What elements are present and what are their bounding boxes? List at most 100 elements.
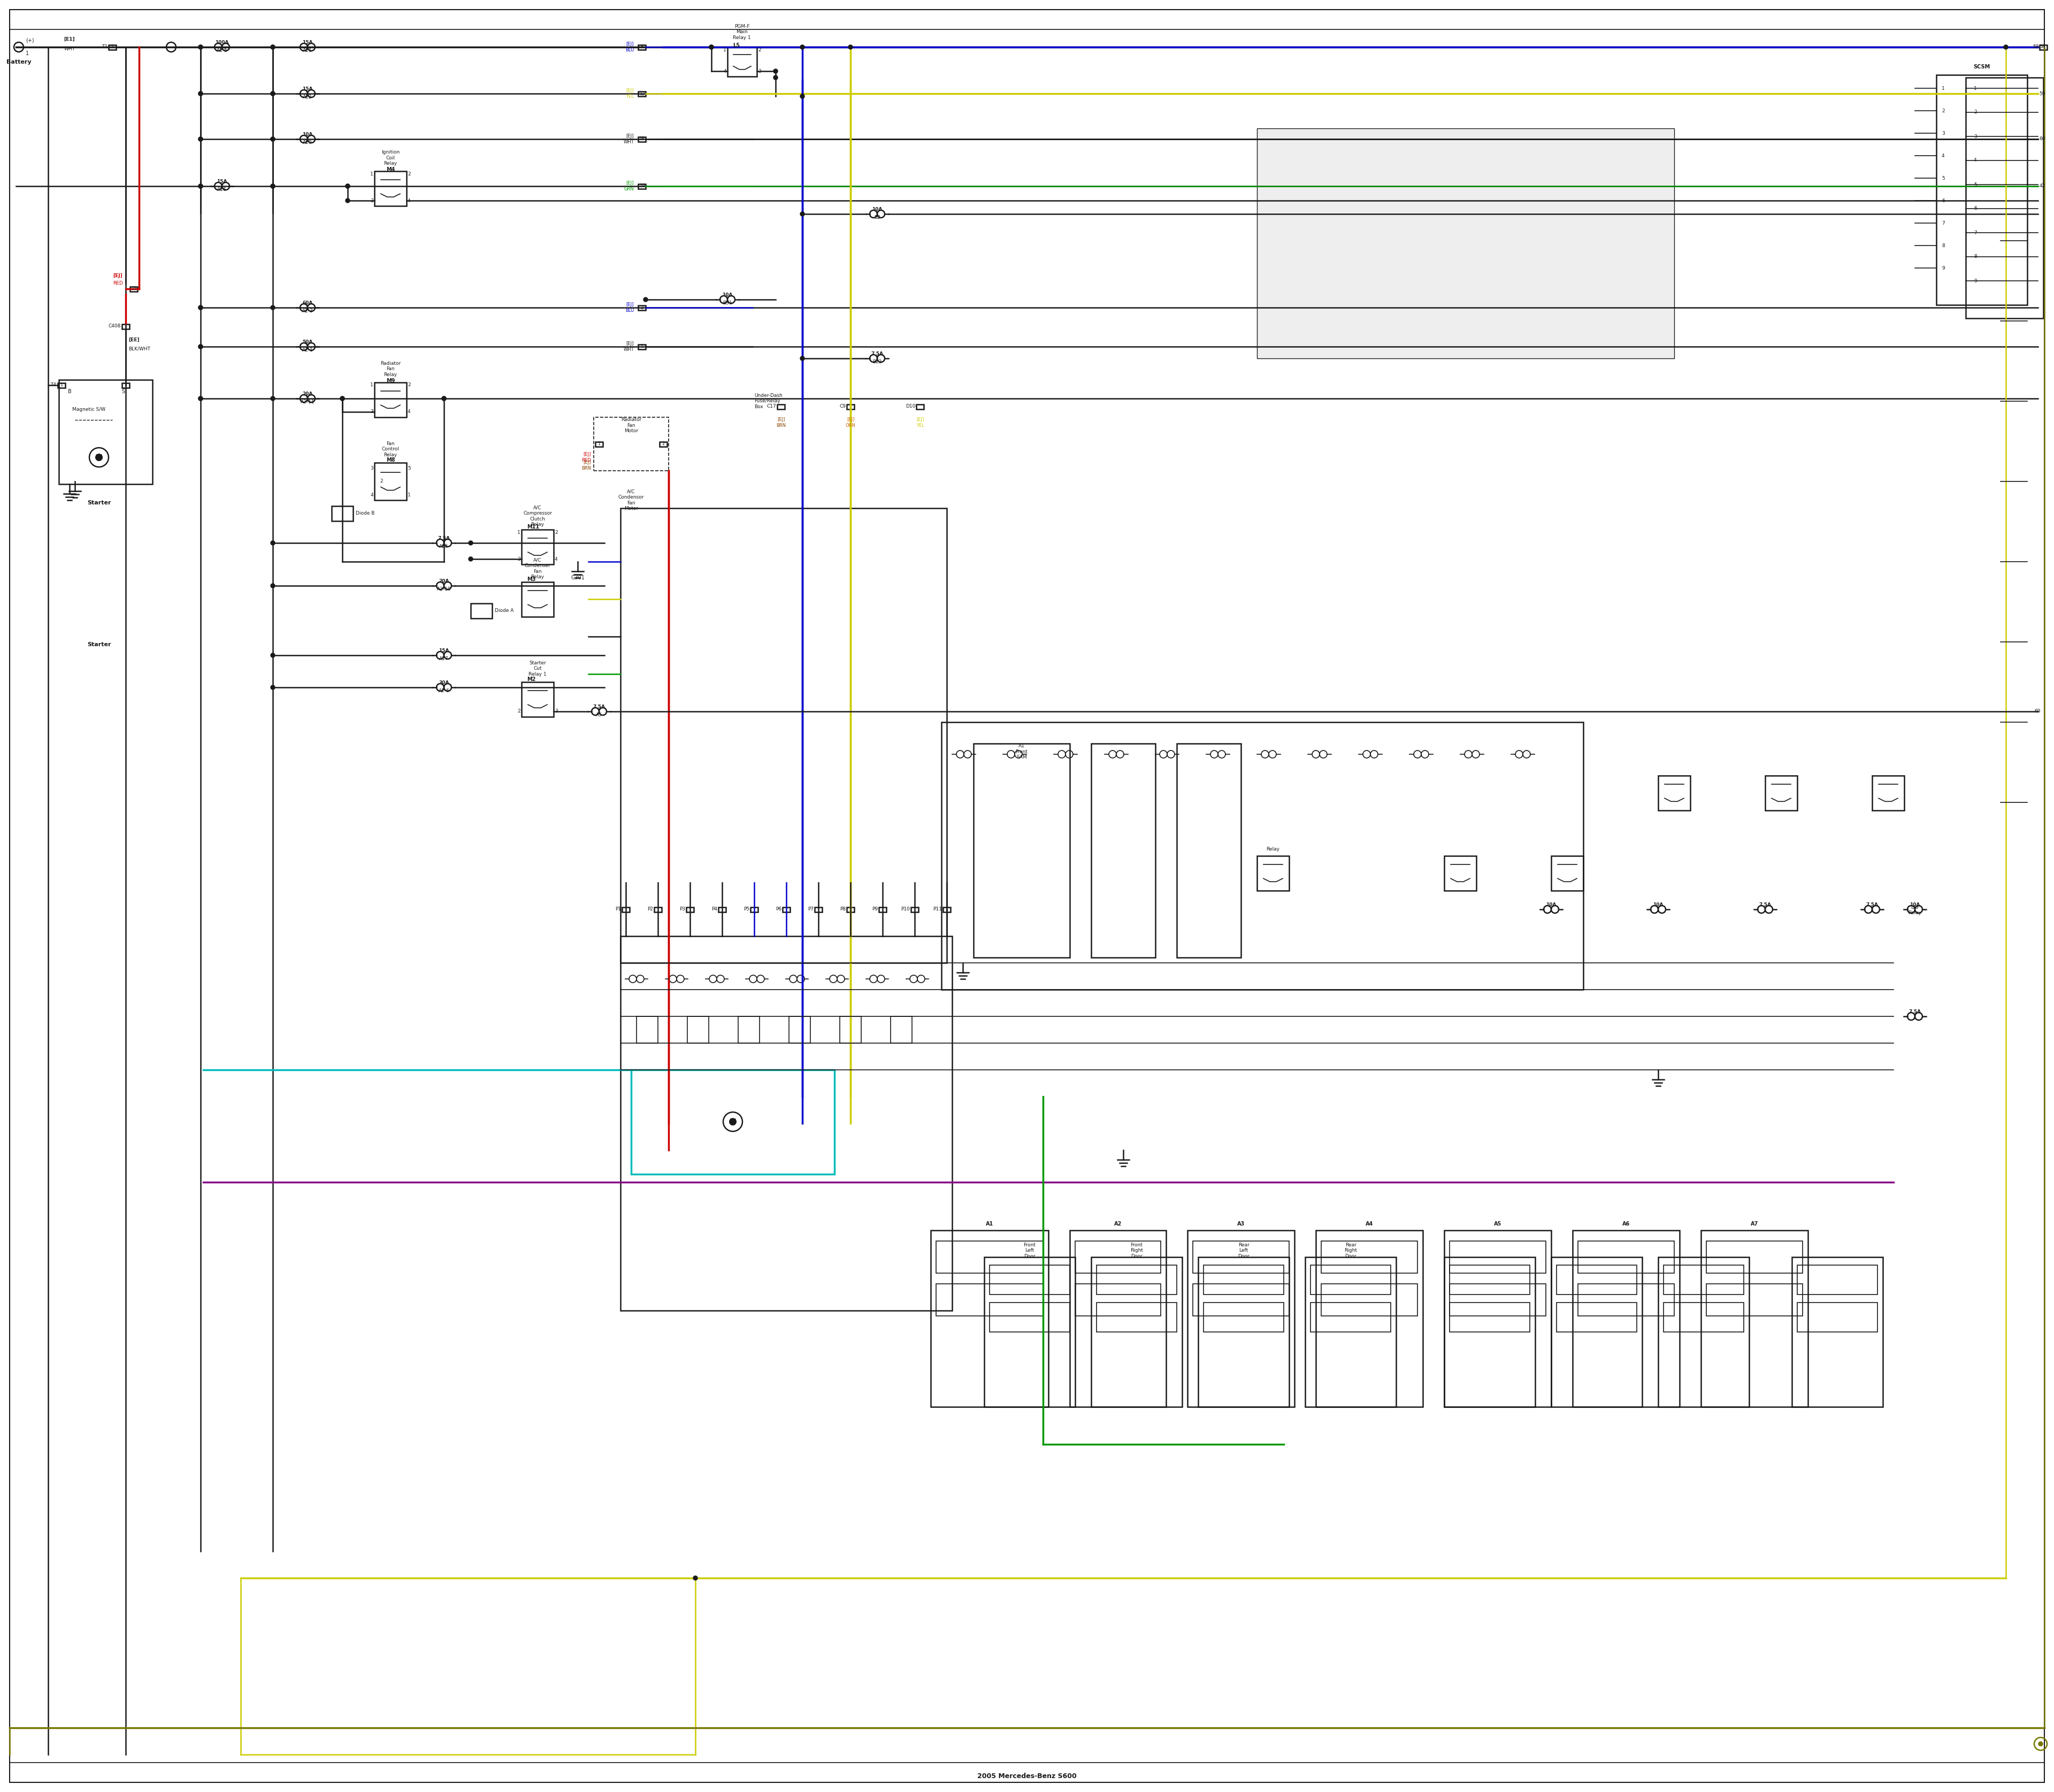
Text: 1: 1	[1941, 86, 1945, 91]
Circle shape	[271, 45, 275, 48]
Circle shape	[709, 45, 713, 48]
Bar	[1097, 1265, 1177, 1294]
Text: P1: P1	[614, 907, 620, 912]
Bar	[596, 441, 602, 446]
Text: M2: M2	[528, 677, 536, 683]
Text: Front
Right
Door: Front Right Door	[1130, 1242, 1144, 1258]
Bar	[653, 907, 661, 912]
Circle shape	[801, 211, 805, 217]
Circle shape	[271, 185, 275, 188]
Text: Radiator
Fan
Relay: Radiator Fan Relay	[380, 362, 401, 376]
Text: 7: 7	[1941, 220, 1945, 226]
Text: (+): (+)	[25, 38, 35, 43]
Bar	[1444, 1256, 1534, 1407]
Text: A2-1: A2-1	[302, 348, 312, 353]
Text: A6: A6	[1623, 1220, 1631, 1226]
Circle shape	[199, 45, 203, 48]
Bar	[688, 1016, 709, 1043]
Bar	[58, 383, 66, 387]
Text: A29: A29	[302, 140, 312, 145]
Text: 3: 3	[370, 466, 374, 471]
Text: A/C
Condenser
Fan
Relay: A/C Condenser Fan Relay	[524, 557, 550, 579]
Text: [EJ]
WHT: [EJ] WHT	[622, 134, 635, 145]
Text: 3: 3	[1974, 134, 1976, 138]
Circle shape	[199, 136, 203, 142]
Text: 3: 3	[555, 710, 559, 713]
Circle shape	[271, 91, 275, 95]
Text: 4: 4	[1941, 154, 1945, 158]
Circle shape	[2038, 1742, 2044, 1745]
Bar	[639, 136, 645, 142]
Text: Starter: Starter	[86, 642, 111, 647]
Bar	[639, 185, 645, 188]
Text: WHT: WHT	[64, 47, 76, 52]
Text: 3: 3	[758, 68, 762, 73]
Text: P11: P11	[933, 907, 943, 912]
Text: B2: B2	[875, 215, 881, 220]
Circle shape	[271, 584, 275, 588]
Circle shape	[271, 136, 275, 142]
Text: SCSM: SCSM	[1974, 65, 1990, 70]
Text: C408: C408	[109, 324, 121, 328]
Text: 60A: 60A	[302, 301, 312, 305]
Text: M4: M4	[386, 167, 394, 172]
Text: [EJ]
BRN: [EJ] BRN	[581, 461, 592, 471]
Bar	[374, 462, 407, 500]
Text: A2-3: A2-3	[302, 308, 312, 314]
Bar	[840, 1016, 861, 1043]
Bar	[620, 509, 947, 962]
Circle shape	[345, 185, 349, 188]
Circle shape	[271, 396, 275, 401]
Text: P8: P8	[840, 907, 846, 912]
Bar	[846, 907, 854, 912]
Text: A2: A2	[1113, 1220, 1121, 1226]
Text: A22: A22	[302, 95, 312, 100]
Text: 1: 1	[407, 493, 411, 496]
Text: [EJ]
YEL: [EJ] YEL	[916, 418, 924, 428]
Text: [EJ]
WHT: [EJ] WHT	[622, 342, 635, 351]
Bar	[1197, 1256, 1290, 1407]
Text: M: M	[729, 1118, 735, 1125]
Bar	[984, 1256, 1074, 1407]
Text: PGM-F
Main
Relay 1: PGM-F Main Relay 1	[733, 23, 752, 39]
Bar	[891, 1016, 912, 1043]
Bar	[1707, 1242, 1803, 1272]
Bar	[522, 582, 555, 616]
Text: 1: 1	[111, 45, 113, 50]
Circle shape	[2005, 45, 2009, 48]
Bar	[1193, 1283, 1290, 1315]
Text: 58: 58	[2040, 45, 2046, 50]
Text: 20A: 20A	[302, 392, 312, 396]
Text: 15A: 15A	[218, 179, 228, 185]
Text: 2: 2	[407, 172, 411, 176]
Text: 7.5A: 7.5A	[871, 351, 883, 357]
Text: Starter
Cut
Relay 1: Starter Cut Relay 1	[528, 661, 546, 677]
Text: [EJ]
BRN: [EJ] BRN	[776, 418, 787, 428]
Bar	[129, 287, 138, 292]
Text: 10A: 10A	[873, 208, 883, 211]
Text: 6: 6	[1941, 199, 1945, 202]
Text: 69: 69	[2033, 710, 2040, 713]
Bar	[594, 418, 670, 471]
Text: 9: 9	[1974, 278, 1976, 283]
Bar	[121, 324, 129, 328]
Text: [EJ]
GRN: [EJ] GRN	[624, 181, 635, 192]
Bar	[1450, 1265, 1530, 1294]
Text: 50A: 50A	[302, 340, 312, 344]
Circle shape	[199, 396, 203, 401]
Text: P6: P6	[776, 907, 781, 912]
Text: 2005 Mercedes-Benz S600: 2005 Mercedes-Benz S600	[978, 1772, 1076, 1779]
Text: A2-10: A2-10	[438, 586, 452, 591]
Text: [EJ]
RED: [EJ] RED	[581, 452, 592, 462]
Circle shape	[341, 396, 345, 401]
Text: A/C
Compressor
Clutch
Relay: A/C Compressor Clutch Relay	[524, 505, 553, 527]
Text: 15: 15	[131, 287, 136, 292]
Text: 10A: 10A	[1910, 903, 1920, 907]
Bar	[1310, 1265, 1391, 1294]
Text: 3: 3	[518, 557, 520, 561]
Circle shape	[271, 541, 275, 545]
Bar	[121, 383, 129, 387]
Bar	[331, 505, 353, 521]
Bar	[943, 907, 951, 912]
Text: 10A: 10A	[1547, 903, 1557, 907]
